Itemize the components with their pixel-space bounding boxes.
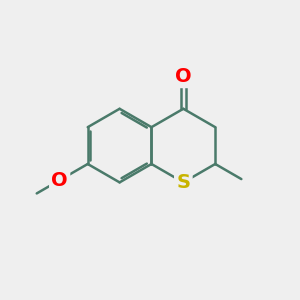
Text: O: O bbox=[51, 171, 68, 190]
Text: O: O bbox=[175, 67, 192, 86]
Text: S: S bbox=[176, 173, 190, 192]
